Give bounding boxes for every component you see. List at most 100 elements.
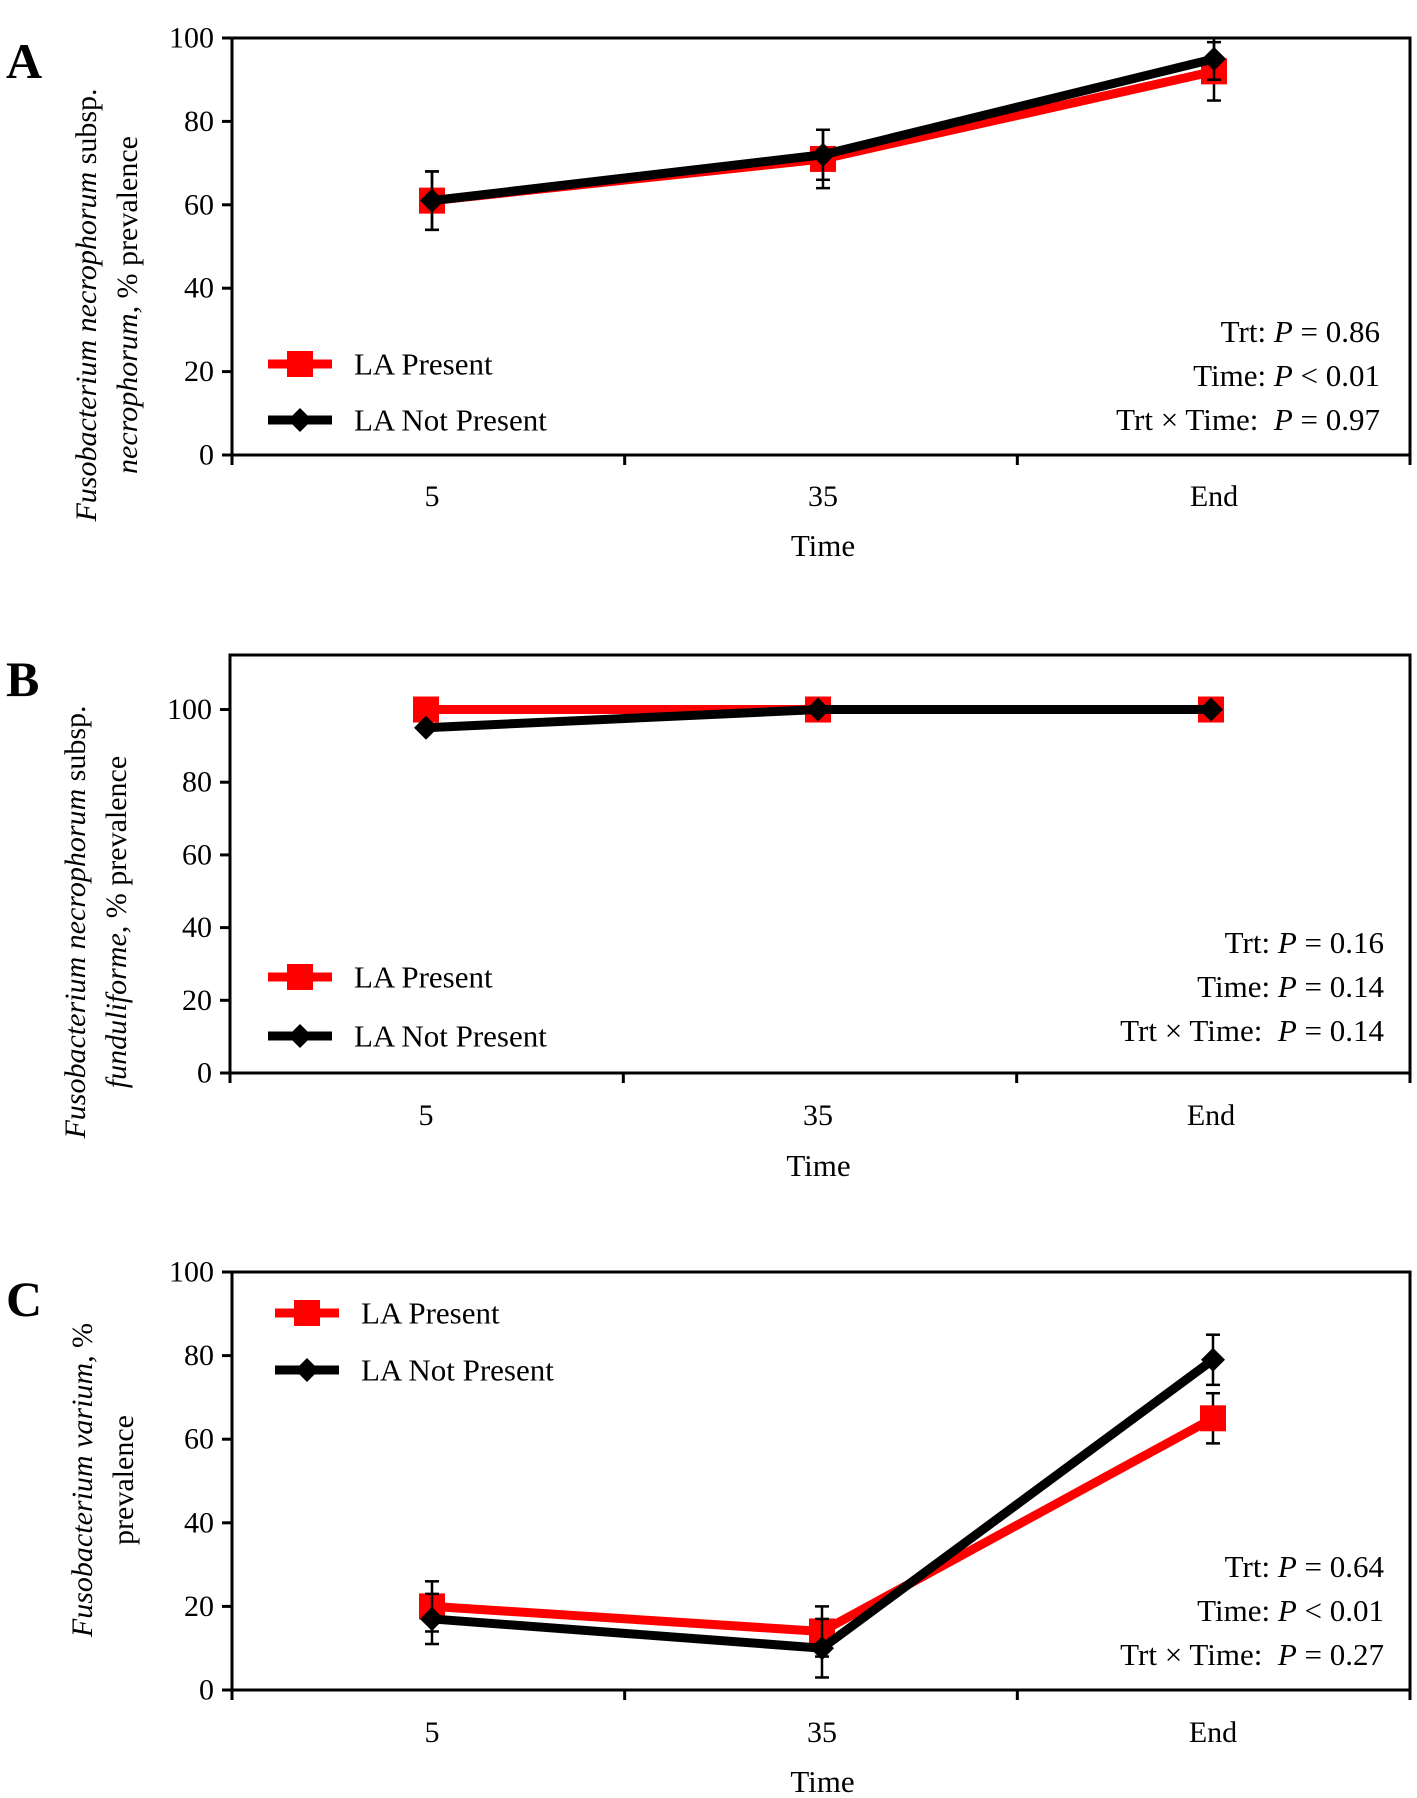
data-point-diamond (420, 1606, 444, 1631)
x-tick-label: End (1189, 1716, 1237, 1749)
stat-line: Trt × Time: P = 0.27 (1120, 1637, 1384, 1672)
legend-item: LA Present (275, 1296, 500, 1331)
y-axis-title-line: Fusobacterium varium, % (66, 1323, 99, 1638)
stat-label: Trt × Time: (1116, 402, 1274, 437)
y-axis-title-line: necrophorum, % prevalence (111, 136, 144, 474)
panel-a: A 0 20 40 60 80 100 5 35 End Time Fusobacterium nec… (6, 22, 1412, 563)
stat-value: = 0.97 (1293, 402, 1380, 437)
stat-p: P (1273, 358, 1293, 393)
plot-frame (230, 36, 1412, 457)
stat-value: < 0.01 (1293, 358, 1380, 393)
data-point-diamond (806, 697, 830, 722)
panel-letter: C (6, 1271, 42, 1327)
y-tick-label: 40 (184, 272, 214, 305)
panel-c: C 0 20 40 60 80 100 5 35 End Time Fusobacterium var… (6, 1256, 1412, 1798)
stats-annotation: Trt: P = 0.64 Time: P < 0.01 Trt × Time: P… (1120, 1549, 1384, 1672)
legend-marker-diamond (295, 1358, 319, 1382)
y-tick-label: 60 (182, 838, 212, 871)
y-tick-label: 100 (169, 22, 214, 55)
y-axis-title-part: % (66, 1323, 99, 1356)
y-tick-label: 0 (199, 1674, 214, 1707)
stat-value: = 0.14 (1297, 1013, 1385, 1048)
data-point-square (1200, 1405, 1226, 1432)
data-point-diamond (810, 1636, 834, 1661)
stat-label: Time: (1197, 1593, 1278, 1628)
legend-label: LA Present (354, 347, 493, 382)
stat-p: P (1277, 969, 1297, 1004)
y-tick-label: 80 (182, 766, 212, 799)
legend-item: LA Present (268, 960, 493, 995)
series-la-not-present (414, 697, 1223, 740)
stat-line: Trt × Time: P = 0.14 (1120, 1013, 1384, 1048)
series-line (431, 1356, 1216, 1653)
y-axis-title-part: subsp. (70, 88, 103, 171)
stat-value: = 0.64 (1297, 1549, 1385, 1584)
panel-letter: B (6, 651, 39, 707)
legend-marker-square (294, 1300, 320, 1326)
y-tick-label: 60 (184, 188, 214, 221)
stats-annotation: Trt: P = 0.86 Time: P < 0.01 Trt × Time: P… (1116, 314, 1380, 437)
x-tick-label: 5 (419, 1099, 434, 1132)
series-la-present (419, 1391, 1226, 1658)
stat-line: Trt: P = 0.16 (1225, 925, 1384, 960)
x-axis-title: Time (786, 1148, 850, 1183)
stat-line: Time: P = 0.14 (1197, 969, 1384, 1004)
y-tick-label: 20 (184, 1590, 214, 1623)
y-tick-label: 100 (169, 1256, 214, 1289)
y-axis-title-line: Fusobacterium necrophorum subsp. (70, 88, 103, 522)
y-tick-label: 20 (182, 984, 212, 1017)
legend-item: LA Not Present (268, 403, 547, 438)
y-tick-label: 40 (182, 911, 212, 944)
data-point-diamond (420, 188, 444, 213)
x-tick-label: 5 (425, 1716, 440, 1749)
stat-p: P (1277, 1637, 1297, 1672)
x-tick-label: 5 (425, 480, 440, 513)
stat-label: Time: (1193, 358, 1274, 393)
stat-line: Time: P < 0.01 (1193, 358, 1380, 393)
stat-p: P (1277, 1593, 1297, 1628)
x-tick-label: 35 (807, 1716, 837, 1749)
y-axis-title-line: prevalence (107, 1415, 140, 1545)
legend-label: LA Not Present (354, 1019, 547, 1054)
stat-line: Trt: P = 0.86 (1221, 314, 1380, 349)
y-tick-label: 80 (184, 1339, 214, 1372)
data-point-diamond (1202, 46, 1226, 71)
x-tick-label: End (1190, 480, 1238, 513)
y-axis-title-part: Fusobacterium necrophorum (70, 172, 103, 523)
plot-frame (228, 653, 1412, 1075)
stat-p: P (1273, 402, 1293, 437)
data-point-diamond (1199, 697, 1223, 722)
legend-label: LA Present (361, 1296, 500, 1331)
x-axis-title: Time (790, 1764, 854, 1798)
stat-value: = 0.14 (1297, 969, 1385, 1004)
stat-line: Trt: P = 0.64 (1225, 1549, 1385, 1584)
x-axis-title: Time (791, 528, 855, 563)
y-tick-label: 80 (184, 105, 214, 138)
legend-label: LA Not Present (354, 403, 547, 438)
legend: LA Present LA Not Present (268, 960, 547, 1054)
stat-value: = 0.86 (1293, 314, 1380, 349)
panel-letter: A (6, 33, 42, 89)
y-axis-title-part: necrophorum, (111, 306, 144, 474)
y-axis-title-part: % prevalence (100, 756, 133, 926)
legend-label: LA Present (354, 960, 493, 995)
y-axis-title-line: funduliforme, % prevalence (100, 756, 133, 1088)
legend-marker-diamond (288, 408, 312, 432)
stat-label: Time: (1197, 969, 1278, 1004)
x-tick-label: 35 (803, 1099, 833, 1132)
data-point-diamond (811, 142, 835, 167)
legend-label: LA Not Present (361, 1353, 554, 1388)
stat-label: Trt: (1221, 314, 1274, 349)
series-la-not-present (420, 36, 1226, 232)
stat-p: P (1277, 1549, 1297, 1584)
x-tick-label: End (1187, 1099, 1235, 1132)
legend-marker-square (287, 351, 313, 377)
stat-value: = 0.27 (1297, 1637, 1384, 1672)
stat-value: = 0.16 (1297, 925, 1384, 960)
legend: LA Present LA Not Present (268, 347, 547, 438)
stat-value: < 0.01 (1297, 1593, 1384, 1628)
legend-marker-square (287, 964, 313, 990)
stat-label: Trt × Time: (1120, 1637, 1278, 1672)
